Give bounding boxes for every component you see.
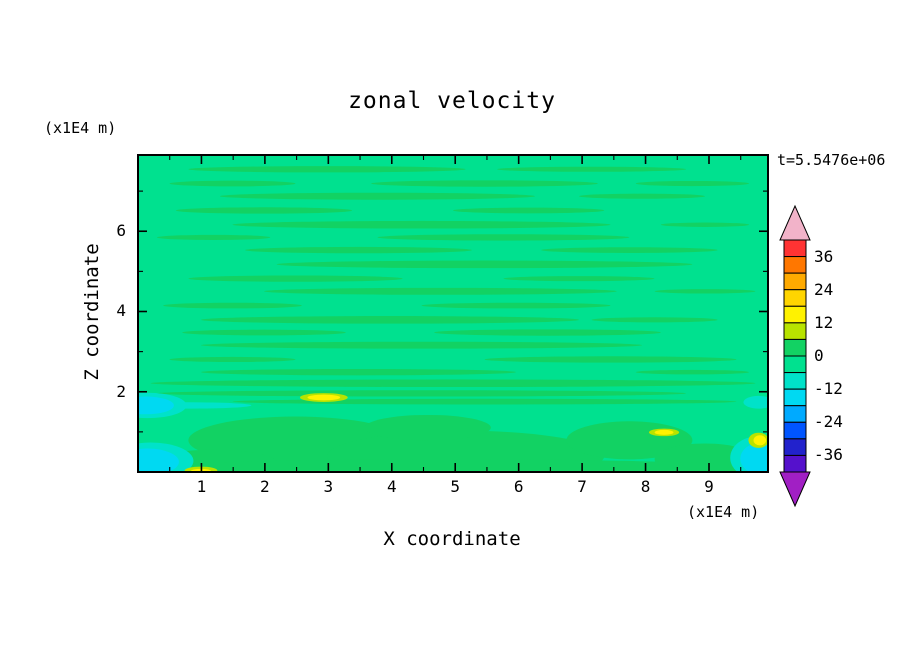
streak-band [364, 414, 491, 441]
streak-band [169, 180, 296, 187]
streak-band [201, 368, 516, 376]
streak-band [163, 302, 302, 309]
x-tick-label: 3 [323, 477, 334, 496]
colorbar-segment [783, 438, 807, 456]
streak-band [635, 369, 750, 375]
colorbar-segment [783, 355, 807, 374]
streak-band [579, 193, 705, 199]
plot-title: zonal velocity [348, 88, 556, 114]
colorbar-segment [783, 272, 807, 291]
streak-band [138, 459, 768, 472]
x-tick-labels: 1 2 3 4 5 6 7 8 9 [0, 478, 904, 500]
plot-frame [137, 154, 769, 473]
colorbar-arrow-top [779, 204, 811, 241]
streak-band [156, 390, 687, 397]
streak-band [276, 260, 693, 269]
cyan-patch [138, 448, 179, 472]
yellow-spot [654, 429, 674, 435]
streak-band [156, 234, 271, 240]
streak-band [497, 166, 687, 172]
streak-band [654, 289, 756, 294]
streak-band [503, 276, 655, 282]
streak-band [175, 207, 353, 214]
streak-band [484, 356, 737, 363]
colorbar-segment [783, 305, 807, 324]
colorbar-segment [783, 372, 807, 390]
colorbar-segment [783, 421, 807, 440]
streak-band [264, 287, 617, 295]
timestamp-label: t=5.5476e+06 [777, 151, 886, 169]
streak-band [541, 247, 718, 253]
colorbar-arrow-bottom [779, 471, 811, 508]
cyan-patch [740, 442, 768, 472]
streak-band [188, 275, 403, 282]
colorbar-segment [783, 338, 807, 357]
x-tick-label: 6 [513, 477, 524, 496]
field-layer [138, 155, 768, 472]
streak-band [232, 398, 737, 405]
streak-band [371, 180, 598, 187]
x-axis-title: X coordinate [383, 528, 521, 550]
cyan-patch [138, 396, 174, 415]
streak-band [327, 430, 605, 472]
streak-band [150, 379, 756, 388]
colorbar-segment [783, 454, 807, 473]
x-tick-label: 7 [577, 477, 587, 496]
streak-band [201, 341, 642, 349]
yellow-spot [307, 394, 341, 401]
colorbar-segment [783, 388, 807, 407]
yellow-spot [753, 435, 767, 446]
teal-patch [743, 395, 768, 409]
streak-band [232, 220, 611, 229]
streak-band [219, 192, 535, 200]
streak-band [660, 222, 750, 227]
streak-band [434, 329, 661, 336]
streak-band [635, 180, 750, 187]
colorbar-segment [783, 289, 807, 307]
streak-band [591, 317, 718, 323]
x-tick-label: 8 [640, 477, 651, 496]
streak-band [201, 316, 579, 324]
x-tick-label: 1 [196, 477, 207, 496]
x-tick-label: 4 [386, 477, 397, 496]
x-axis-unit-label: (x1E4 m) [687, 503, 760, 521]
colorbar-segment [783, 239, 807, 258]
colorbar-segment [783, 322, 807, 340]
streak-band [182, 329, 346, 336]
streak-band [188, 166, 466, 173]
streak-band [452, 207, 605, 214]
streak-band [377, 234, 630, 241]
streak-band [245, 246, 472, 254]
x-tick-label: 2 [260, 477, 270, 496]
colorbar-segment [783, 405, 807, 423]
x-tick-label: 5 [450, 477, 461, 496]
colorbar-segment [783, 256, 807, 274]
streak-band [421, 302, 611, 309]
streak-band [169, 356, 296, 363]
y-axis-unit-label: (x1E4 m) [44, 119, 117, 137]
x-tick-label: 9 [704, 477, 714, 496]
